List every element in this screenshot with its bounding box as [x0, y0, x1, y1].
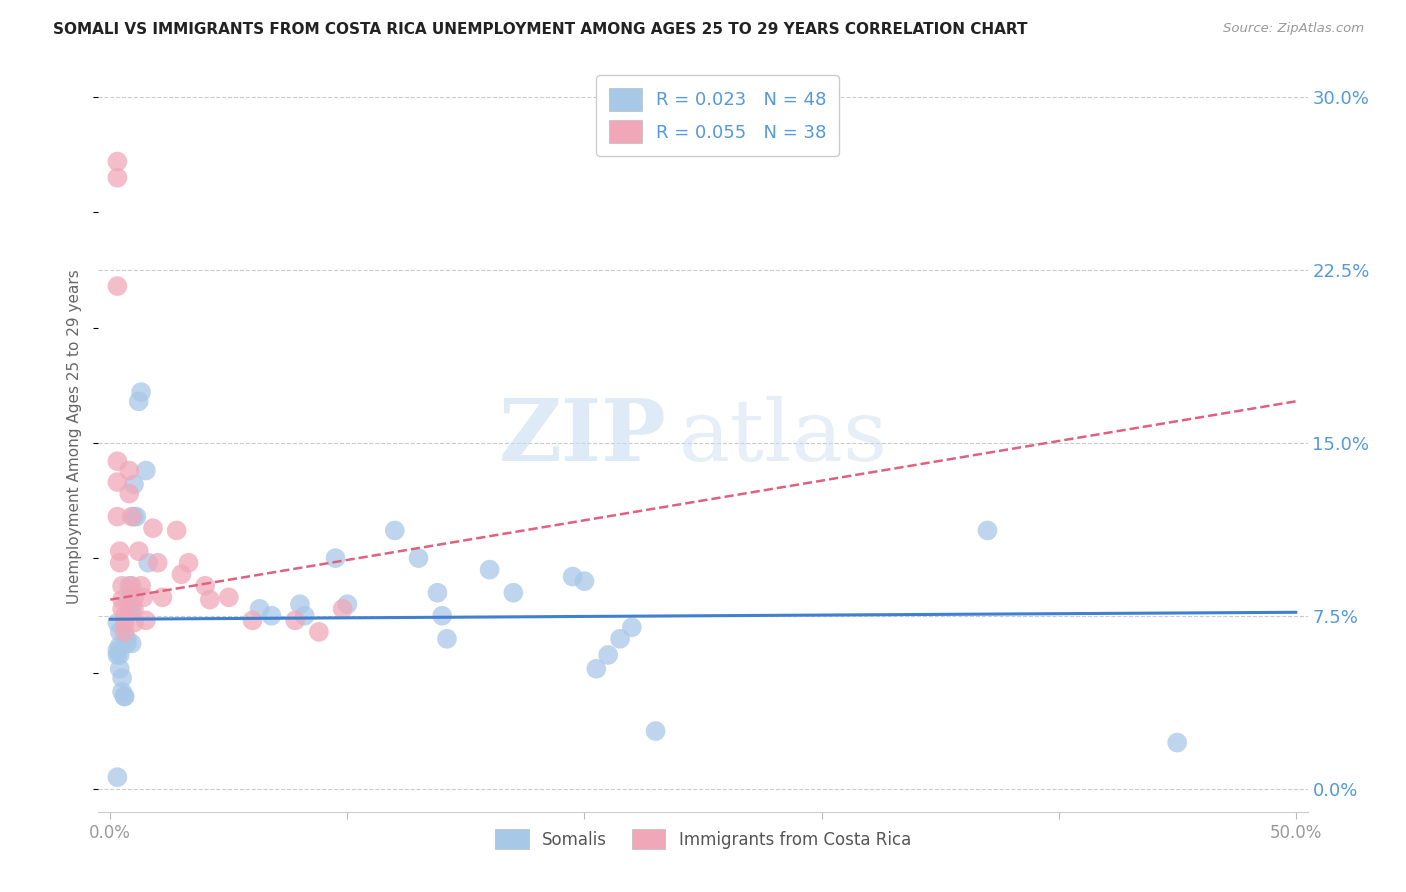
- Point: [105, 279, 128, 293]
- Point: [105, 615, 128, 630]
- Y-axis label: Unemployment Among Ages 25 to 29 years: Unemployment Among Ages 25 to 29 years: [67, 269, 83, 605]
- Point: [122, 591, 145, 605]
- Point: [478, 563, 501, 577]
- Point: [384, 524, 406, 538]
- Point: [118, 579, 141, 593]
- Point: [294, 608, 316, 623]
- Point: [128, 544, 150, 558]
- Point: [136, 556, 159, 570]
- Point: [118, 486, 141, 500]
- Point: [336, 597, 359, 611]
- Point: [502, 585, 524, 599]
- Point: [142, 521, 165, 535]
- Point: [1166, 735, 1188, 749]
- Point: [105, 475, 128, 489]
- Point: [152, 591, 174, 605]
- Point: [177, 556, 200, 570]
- Point: [249, 602, 271, 616]
- Point: [260, 608, 283, 623]
- Point: [146, 556, 169, 570]
- Point: [128, 394, 150, 409]
- Point: [105, 454, 128, 468]
- Point: [242, 613, 264, 627]
- Point: [105, 509, 128, 524]
- Point: [408, 551, 430, 566]
- Point: [111, 685, 134, 699]
- Point: [105, 170, 128, 185]
- Point: [135, 613, 157, 627]
- Point: [426, 585, 449, 599]
- Point: [121, 636, 143, 650]
- Point: [122, 509, 145, 524]
- Point: [132, 591, 155, 605]
- Point: [105, 770, 128, 784]
- Point: [644, 724, 666, 739]
- Point: [108, 648, 131, 662]
- Point: [125, 509, 148, 524]
- Point: [432, 608, 454, 623]
- Point: [108, 544, 131, 558]
- Point: [620, 620, 643, 634]
- Point: [121, 509, 143, 524]
- Point: [108, 556, 131, 570]
- Point: [585, 662, 607, 676]
- Point: [325, 551, 347, 566]
- Point: [436, 632, 458, 646]
- Point: [111, 579, 134, 593]
- Point: [121, 602, 143, 616]
- Point: [114, 608, 136, 623]
- Text: atlas: atlas: [679, 395, 889, 479]
- Point: [111, 602, 134, 616]
- Point: [111, 592, 134, 607]
- Point: [288, 597, 311, 611]
- Point: [105, 154, 128, 169]
- Point: [114, 615, 136, 630]
- Point: [598, 648, 620, 662]
- Point: [108, 624, 131, 639]
- Point: [194, 579, 217, 593]
- Point: [284, 613, 307, 627]
- Point: [115, 632, 138, 646]
- Point: [122, 615, 145, 630]
- Point: [218, 591, 240, 605]
- Point: [115, 636, 138, 650]
- Point: [976, 524, 998, 538]
- Point: [122, 602, 145, 616]
- Point: [198, 592, 221, 607]
- Text: Source: ZipAtlas.com: Source: ZipAtlas.com: [1223, 22, 1364, 36]
- Point: [122, 477, 145, 491]
- Point: [129, 385, 152, 400]
- Point: [121, 579, 143, 593]
- Point: [166, 524, 188, 538]
- Point: [135, 463, 157, 477]
- Point: [105, 648, 128, 662]
- Point: [561, 569, 583, 583]
- Point: [170, 567, 193, 582]
- Point: [114, 624, 136, 639]
- Point: [308, 624, 330, 639]
- Point: [609, 632, 631, 646]
- Text: ZIP: ZIP: [499, 395, 666, 479]
- Point: [105, 643, 128, 657]
- Point: [118, 592, 141, 607]
- Point: [108, 662, 131, 676]
- Point: [129, 579, 152, 593]
- Legend: Somalis, Immigrants from Costa Rica: Somalis, Immigrants from Costa Rica: [488, 822, 918, 855]
- Point: [114, 690, 136, 704]
- Point: [332, 602, 354, 616]
- Point: [574, 574, 596, 589]
- Point: [118, 463, 141, 477]
- Text: SOMALI VS IMMIGRANTS FROM COSTA RICA UNEMPLOYMENT AMONG AGES 25 TO 29 YEARS CORR: SOMALI VS IMMIGRANTS FROM COSTA RICA UNE…: [53, 22, 1028, 37]
- Point: [118, 602, 141, 616]
- Point: [111, 671, 134, 685]
- Point: [114, 690, 136, 704]
- Point: [108, 639, 131, 653]
